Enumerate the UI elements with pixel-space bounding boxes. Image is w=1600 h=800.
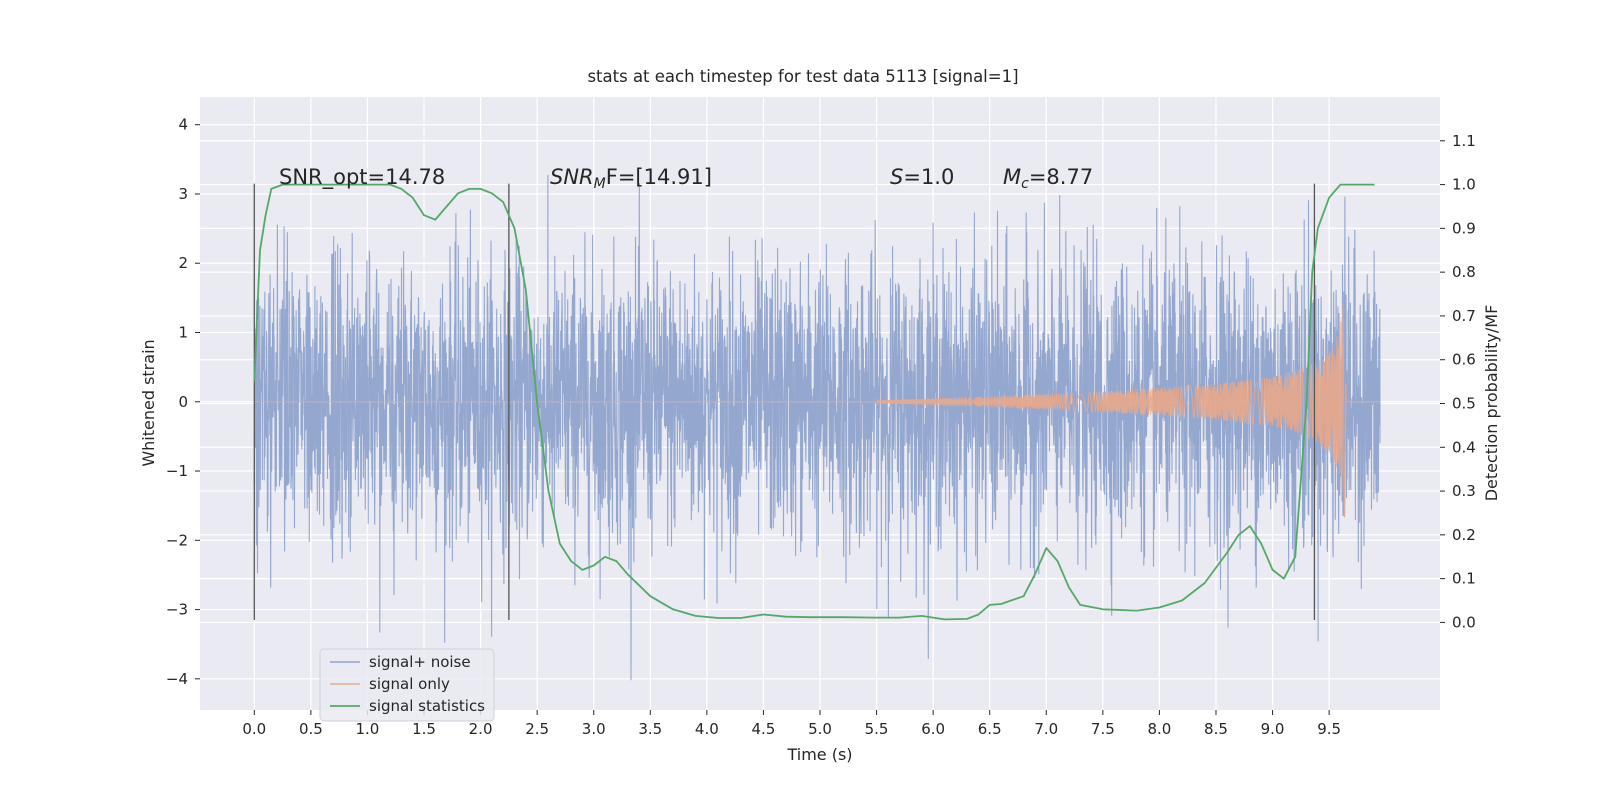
y2-tick-label: 0.8 xyxy=(1452,263,1476,281)
y2-tick-label: 0.5 xyxy=(1452,395,1476,413)
x-tick-label: 9.5 xyxy=(1317,720,1341,738)
y2-axis-ticks: 1.1 1.0 0.9 0.8 0.7 0.6 0.5 0.4 0.3 0.2 0.1 0.0 xyxy=(1440,132,1476,631)
x-tick-label: 6.0 xyxy=(921,720,945,738)
y-tick-label: 3 xyxy=(178,185,188,203)
x-tick-label: 7.5 xyxy=(1091,720,1115,738)
x-tick-label: 3.0 xyxy=(582,720,606,738)
signal-plus-noise-series xyxy=(253,174,1381,681)
snr-mf-rest: F=[14.91] xyxy=(606,165,712,189)
signal-only-line xyxy=(254,303,1381,518)
y-tick-label: 0 xyxy=(178,393,188,411)
snr-opt-annotation: SNR_opt=14.78 xyxy=(279,165,445,190)
legend-label-stats: signal statistics xyxy=(369,697,485,715)
y2-tick-label: 0.3 xyxy=(1452,482,1476,500)
x-tick-label: 8.0 xyxy=(1147,720,1171,738)
x-tick-label: 2.5 xyxy=(525,720,549,738)
mc-annotation: Mc=8.77 xyxy=(1003,165,1093,192)
legend-label-signal: signal only xyxy=(369,675,450,693)
x-tick-label: 3.5 xyxy=(638,720,662,738)
signal-statistics-series xyxy=(253,183,1375,621)
legend-label-noise: signal+ noise xyxy=(369,653,471,671)
s-annotation: S=1.0 xyxy=(890,165,954,189)
snr-mf-sub: M xyxy=(594,176,606,192)
x-axis-label: Time (s) xyxy=(786,745,852,764)
y-tick-label: −3 xyxy=(166,601,188,619)
x-tick-label: 4.0 xyxy=(695,720,719,738)
signal-plus-noise-line xyxy=(253,174,1381,681)
mc-main: M xyxy=(1003,165,1021,189)
x-tick-label: 2.0 xyxy=(469,720,493,738)
x-tick-label: 8.5 xyxy=(1204,720,1228,738)
y-axis-label: Whitened strain xyxy=(139,339,158,466)
y2-tick-label: 1.0 xyxy=(1452,176,1476,194)
s-italic: S xyxy=(890,165,903,189)
y-tick-label: 4 xyxy=(178,116,188,134)
y2-tick-label: 0.0 xyxy=(1452,613,1476,631)
plot-area xyxy=(200,97,1440,710)
x-tick-label: 9.0 xyxy=(1261,720,1285,738)
y-tick-label: −1 xyxy=(166,462,188,480)
y2-tick-label: 1.1 xyxy=(1452,132,1476,150)
y-tick-label: −2 xyxy=(166,531,188,549)
annotations: SNR_opt=14.78 SNRMF=[14.91] S=1.0 Mc=8.7… xyxy=(279,165,1093,192)
y-axis-ticks: 4 3 2 1 0 −1 −2 −3 −4 xyxy=(166,116,200,688)
signal-statistics-line xyxy=(253,183,1375,621)
snr-mf-annotation: SNRMF=[14.91] xyxy=(550,165,712,192)
y2-tick-label: 0.4 xyxy=(1452,438,1476,456)
legend: signal+ noise signal only signal statist… xyxy=(319,648,495,722)
x-axis-ticks: 0.0 0.5 1.0 1.5 2.0 2.5 3.0 3.5 4.0 4.5 5.0 5.5 6.0 6… xyxy=(242,710,1341,738)
snr-mf-main: SNR xyxy=(550,165,594,189)
mc-sub: c xyxy=(1021,176,1029,192)
y-tick-label: 2 xyxy=(178,254,188,272)
chart-title: stats at each timestep for test data 511… xyxy=(587,67,1018,86)
y2-axis-label: Detection probability/MF xyxy=(1482,305,1501,502)
x-tick-label: 6.5 xyxy=(978,720,1002,738)
x-tick-label: 1.0 xyxy=(356,720,380,738)
y-tick-label: −4 xyxy=(166,670,188,688)
x-tick-label: 1.5 xyxy=(412,720,436,738)
y2-tick-label: 0.1 xyxy=(1452,570,1476,588)
x-tick-label: 0.0 xyxy=(242,720,266,738)
x-tick-label: 0.5 xyxy=(299,720,323,738)
y2-tick-label: 0.6 xyxy=(1452,351,1476,369)
y2-tick-label: 0.9 xyxy=(1452,219,1476,237)
legend-box xyxy=(319,648,495,722)
x-tick-label: 5.0 xyxy=(808,720,832,738)
y2-tick-label: 0.7 xyxy=(1452,307,1476,325)
mc-value: =8.77 xyxy=(1029,165,1093,189)
x-tick-label: 4.5 xyxy=(752,720,776,738)
y2-tick-label: 0.2 xyxy=(1452,526,1476,544)
s-value: =1.0 xyxy=(903,165,954,189)
x-tick-label: 7.0 xyxy=(1034,720,1058,738)
signal-only-series xyxy=(254,303,1381,518)
x-tick-label: 5.5 xyxy=(865,720,889,738)
y-tick-label: 1 xyxy=(178,324,188,342)
